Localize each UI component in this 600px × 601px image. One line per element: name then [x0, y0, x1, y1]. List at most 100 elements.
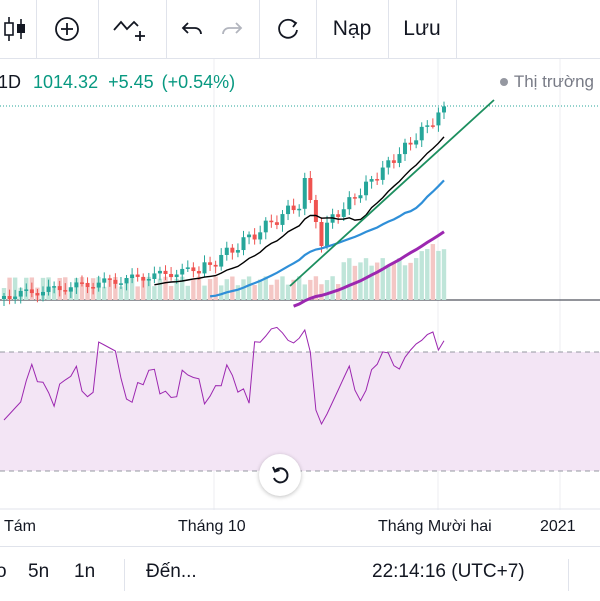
volume-bar — [224, 279, 229, 300]
rsi-line — [3, 326, 445, 426]
candle — [302, 178, 307, 209]
range-5n-button[interactable]: 5n — [28, 561, 50, 582]
volume-bar — [118, 286, 124, 300]
volume-bar — [374, 262, 380, 300]
volume-bar — [335, 284, 341, 300]
compare-icon[interactable] — [104, 0, 156, 58]
interval-label[interactable]: 1D — [0, 71, 22, 92]
candle — [347, 197, 352, 210]
candle — [35, 293, 40, 296]
candle — [13, 296, 18, 300]
candle — [397, 154, 402, 163]
candle — [235, 250, 240, 253]
add-indicator-icon[interactable] — [44, 0, 90, 58]
volume-bar — [129, 276, 135, 300]
candle — [224, 247, 229, 255]
candle — [403, 142, 408, 155]
last-price: 1014.32 — [33, 71, 99, 92]
candle — [46, 286, 51, 292]
volume-bar — [313, 276, 319, 300]
volume-bar — [168, 285, 174, 300]
volume-bar — [425, 249, 430, 300]
price-change: +5.45 — [108, 71, 154, 92]
volume-bar — [308, 279, 313, 300]
candle — [213, 264, 218, 267]
candle — [202, 262, 207, 274]
volume-bar — [241, 279, 246, 300]
candle — [391, 160, 396, 163]
time-label: 2021 — [540, 518, 576, 535]
candle — [113, 279, 118, 284]
volume-bar — [107, 278, 113, 300]
volume-bar — [419, 251, 424, 300]
price-chart[interactable] — [0, 0, 600, 510]
volume-bar — [152, 286, 157, 300]
candle — [174, 274, 179, 278]
market-status[interactable]: Thị trường — [499, 72, 594, 92]
candle — [274, 222, 279, 225]
candle — [380, 167, 385, 180]
volume-bar — [202, 285, 207, 300]
volume-bar — [397, 258, 402, 300]
volume-bar — [85, 286, 90, 300]
refresh-icon[interactable] — [266, 0, 310, 58]
candle — [386, 160, 391, 168]
volume-bar — [402, 265, 408, 300]
candle — [163, 270, 168, 274]
candles-icon[interactable] — [0, 0, 30, 58]
volume-bar — [436, 250, 441, 300]
top-toolbar: Nạp Lưu — [0, 0, 600, 59]
candle — [52, 286, 57, 288]
candle — [364, 181, 369, 196]
candle — [297, 208, 302, 211]
candle — [169, 273, 174, 278]
candle — [263, 220, 268, 233]
candle — [74, 282, 79, 288]
undo-icon[interactable] — [172, 0, 212, 58]
volume-bar — [135, 286, 140, 300]
range-button-partial[interactable]: o — [0, 561, 7, 582]
volume-bar — [296, 276, 302, 300]
volume-bar — [246, 276, 252, 300]
candle — [241, 237, 246, 251]
candle — [124, 278, 129, 284]
candle — [419, 126, 424, 141]
trend-line — [289, 99, 495, 287]
candle — [230, 247, 235, 253]
volume-bar — [324, 280, 330, 300]
candle — [57, 286, 62, 291]
candle — [146, 279, 151, 281]
status-dot-icon — [499, 78, 508, 86]
volume-bar — [280, 276, 285, 300]
redo-icon[interactable] — [212, 0, 252, 58]
time-axis[interactable]: Tám Tháng 10 Tháng Mười hai 2021 — [0, 510, 600, 544]
reset-chart-button[interactable] — [259, 454, 301, 496]
volume-bar — [269, 284, 274, 300]
volume-bar — [285, 284, 291, 300]
candle — [196, 271, 201, 274]
volume-bar — [408, 262, 413, 300]
candle — [414, 140, 419, 145]
volume-bar — [191, 278, 196, 300]
candle — [40, 291, 45, 296]
save-button[interactable]: Lưu — [403, 17, 441, 40]
goto-date-button[interactable]: Đến... — [146, 561, 197, 582]
candle — [7, 296, 12, 300]
ma-mid-line — [209, 179, 445, 298]
candle — [157, 270, 162, 274]
candle — [91, 287, 96, 289]
timezone-clock[interactable]: 22:14:16 (UTC+7) — [372, 561, 525, 582]
volume-bar — [302, 284, 307, 300]
volume-bar — [291, 279, 296, 300]
candle — [375, 179, 380, 181]
volume-bar — [441, 249, 447, 300]
range-1n-button[interactable]: 1n — [74, 561, 96, 582]
volume-bar — [235, 285, 241, 300]
load-button[interactable]: Nạp — [332, 17, 372, 40]
candle — [313, 200, 318, 222]
volume-bar — [258, 279, 263, 300]
volume-bar — [369, 265, 374, 300]
volume-bar — [330, 276, 335, 300]
candle — [442, 106, 446, 113]
candle — [336, 214, 341, 217]
